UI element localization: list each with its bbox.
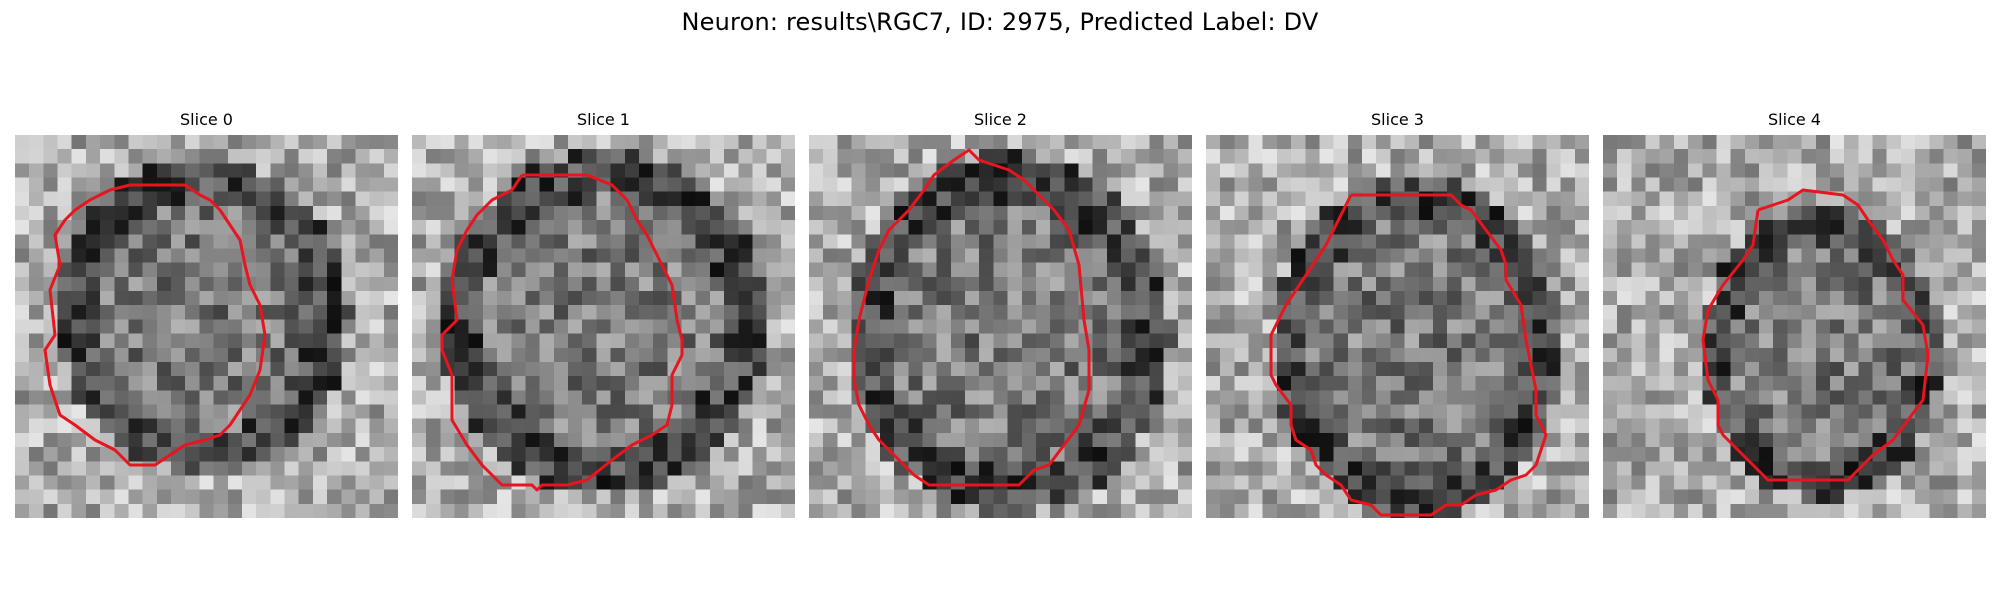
cell-contour-2 [852, 148, 1091, 487]
slice-panel-1: Slice 1 [412, 110, 795, 518]
microscopy-image-1 [412, 135, 795, 518]
slice-panel-0: Slice 0 [15, 110, 398, 518]
slice-panel-3: Slice 3 [1206, 110, 1589, 518]
microscopy-image-2 [809, 135, 1192, 518]
cell-contour-0 [43, 183, 267, 467]
figure-title: Neuron: results\RGC7, ID: 2975, Predicte… [681, 8, 1319, 36]
cell-contour-3 [1269, 193, 1548, 517]
slice-title-3: Slice 3 [1371, 110, 1424, 129]
slice-panel-2: Slice 2 [809, 110, 1192, 518]
slice-image-3 [1206, 135, 1589, 518]
slice-title-0: Slice 0 [180, 110, 233, 129]
slice-image-1 [412, 135, 795, 518]
slice-title-2: Slice 2 [974, 110, 1027, 129]
slice-title-4: Slice 4 [1768, 110, 1821, 129]
slice-image-2 [809, 135, 1192, 518]
cell-contour-4 [1701, 188, 1930, 482]
slice-title-1: Slice 1 [577, 110, 630, 129]
slice-image-0 [15, 135, 398, 518]
slice-image-4 [1603, 135, 1986, 518]
cell-contour-1 [440, 173, 684, 492]
slice-panel-4: Slice 4 [1603, 110, 1986, 518]
